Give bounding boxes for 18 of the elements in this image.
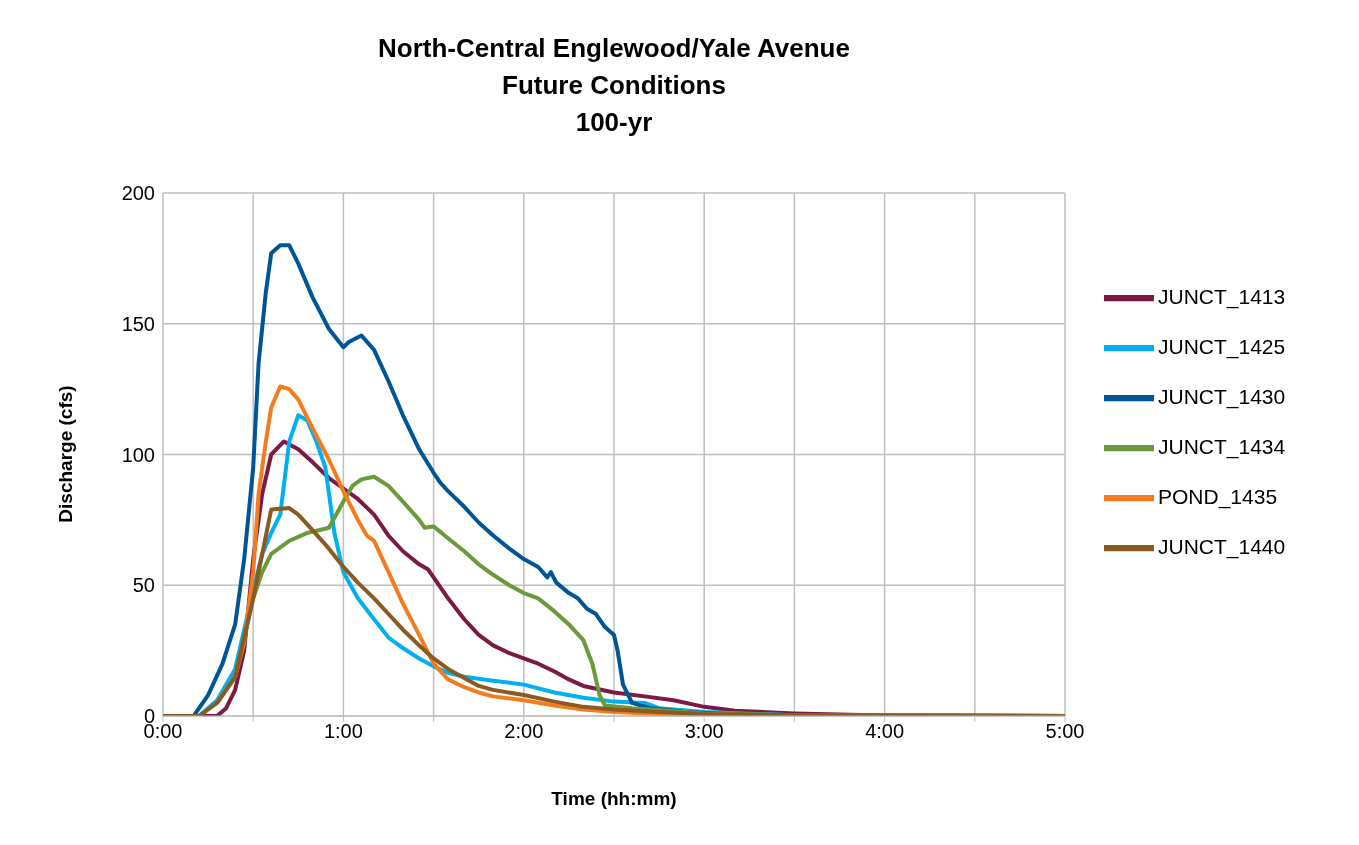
y-axis-title: Discharge (cfs) bbox=[55, 385, 77, 523]
y-tick-label: 50 bbox=[132, 574, 155, 597]
y-tick-label: 150 bbox=[121, 312, 155, 335]
y-tick-label: 200 bbox=[121, 182, 155, 205]
x-tick-label: 4:00 bbox=[865, 720, 905, 743]
x-axis-title: Time (hh:mm) bbox=[550, 788, 678, 810]
legend-label: POND_1435 bbox=[1158, 484, 1278, 508]
x-tick-label: 2:00 bbox=[504, 720, 544, 743]
x-tick-label: 5:00 bbox=[1045, 720, 1085, 743]
legend-label: JUNCT_1425 bbox=[1158, 334, 1286, 358]
legend-label: JUNCT_1434 bbox=[1158, 434, 1286, 458]
legend-label: JUNCT_1413 bbox=[1158, 284, 1286, 308]
x-tick-label: 1:00 bbox=[323, 720, 363, 743]
x-tick-label: 3:00 bbox=[684, 720, 724, 743]
legend-label: JUNCT_1440 bbox=[1158, 534, 1286, 558]
chart-title: North-Central Englewood/Yale Avenue Future Conditions 100-yr bbox=[377, 32, 851, 139]
y-tick-label: 100 bbox=[121, 443, 155, 466]
legend-label: JUNCT_1430 bbox=[1158, 384, 1286, 408]
